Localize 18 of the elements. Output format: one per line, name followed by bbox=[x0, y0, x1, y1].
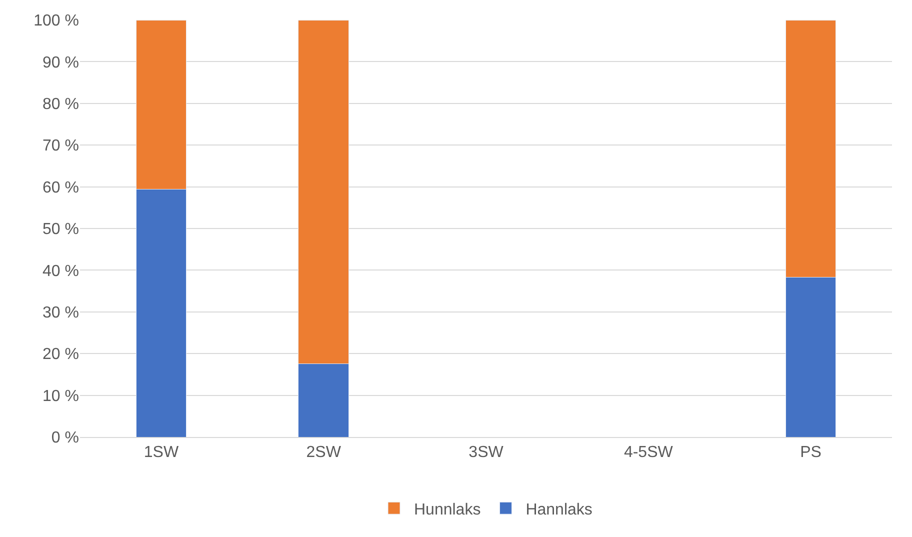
y-tick-label: 20 % bbox=[42, 346, 79, 364]
y-tick-label: 10 % bbox=[42, 388, 79, 405]
y-tick-label: 80 % bbox=[42, 96, 79, 113]
y-tick-label: 30 % bbox=[42, 304, 79, 322]
y-tick-label: 50 % bbox=[42, 221, 79, 238]
x-tick-label: PS bbox=[800, 444, 822, 462]
x-tick-label: 4-5SW bbox=[624, 444, 674, 462]
y-tick-label: 100 % bbox=[34, 12, 79, 30]
y-tick-label: 90 % bbox=[42, 54, 79, 72]
x-tick-label: 3SW bbox=[468, 444, 504, 462]
y-tick-label: 60 % bbox=[42, 179, 79, 196]
y-tick-label: 40 % bbox=[42, 262, 79, 280]
y-tick-label: 0 % bbox=[51, 430, 79, 447]
x-tick-label: 1SW bbox=[144, 444, 180, 462]
legend-label: Hunnlaks bbox=[414, 501, 481, 518]
legend-label: Hannlaks bbox=[526, 501, 592, 518]
y-tick-label: 70 % bbox=[42, 138, 79, 155]
x-tick-label: 2SW bbox=[306, 444, 342, 462]
